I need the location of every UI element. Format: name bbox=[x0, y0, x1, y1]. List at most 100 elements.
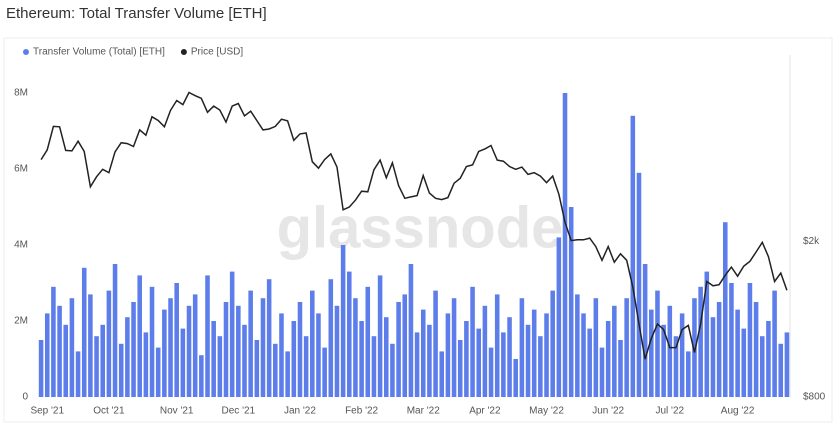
bar bbox=[273, 343, 278, 397]
bar bbox=[661, 324, 666, 397]
bar bbox=[716, 302, 722, 397]
bar bbox=[722, 222, 728, 397]
bar bbox=[199, 355, 204, 397]
bar bbox=[75, 351, 81, 397]
bar bbox=[266, 279, 272, 397]
bar bbox=[587, 328, 592, 397]
bar bbox=[81, 267, 87, 397]
bar bbox=[88, 294, 93, 397]
bar bbox=[655, 290, 660, 397]
bar bbox=[457, 340, 463, 397]
bar bbox=[544, 313, 549, 397]
y2-tick-label: $2k bbox=[803, 236, 820, 247]
bar bbox=[562, 93, 568, 397]
bar bbox=[704, 271, 710, 397]
bar bbox=[784, 332, 790, 397]
bar bbox=[174, 283, 179, 397]
bar bbox=[118, 343, 124, 397]
bar bbox=[149, 286, 155, 397]
bar bbox=[464, 321, 469, 397]
bar bbox=[303, 336, 309, 397]
bar bbox=[741, 328, 747, 397]
bar bbox=[328, 279, 334, 397]
bar bbox=[223, 302, 229, 397]
bar bbox=[285, 351, 290, 397]
x-tick-label: Jun '22 bbox=[592, 406, 624, 417]
x-tick-label: Oct '21 bbox=[93, 406, 125, 417]
x-tick-label: Mar '22 bbox=[407, 406, 440, 417]
bar bbox=[377, 275, 383, 397]
bar bbox=[112, 264, 118, 397]
bar bbox=[556, 237, 562, 397]
bar bbox=[525, 324, 531, 397]
bar bbox=[94, 336, 99, 397]
legend-label: Price [USD] bbox=[191, 47, 243, 58]
bar bbox=[445, 313, 451, 397]
legend-label: Transfer Volume (Total) [ETH] bbox=[33, 47, 165, 58]
bar bbox=[44, 313, 50, 397]
bar bbox=[476, 328, 482, 397]
bar bbox=[211, 321, 216, 397]
x-tick-label: May '22 bbox=[529, 406, 564, 417]
bar bbox=[630, 115, 636, 398]
bar bbox=[686, 351, 691, 397]
bar bbox=[414, 332, 420, 397]
y-tick-label: 8M bbox=[14, 88, 28, 99]
bar bbox=[260, 298, 266, 397]
legend-marker bbox=[180, 49, 187, 55]
bar bbox=[451, 298, 457, 397]
x-tick-label: Jan '22 bbox=[284, 406, 316, 417]
bar bbox=[612, 305, 617, 397]
bar bbox=[778, 343, 784, 397]
bar bbox=[482, 305, 488, 397]
bar bbox=[507, 317, 512, 397]
x-tick-label: Dec '21 bbox=[222, 406, 256, 417]
bar bbox=[433, 290, 438, 397]
bar bbox=[427, 324, 432, 397]
bar bbox=[568, 207, 574, 397]
bar bbox=[538, 336, 543, 397]
bar bbox=[143, 332, 149, 397]
bar bbox=[106, 290, 112, 397]
bar bbox=[593, 298, 599, 397]
bar bbox=[470, 286, 475, 397]
x-tick-label: Feb '22 bbox=[345, 406, 378, 417]
bar bbox=[396, 302, 401, 397]
y-tick-label: 2M bbox=[14, 316, 28, 327]
bar bbox=[766, 321, 771, 397]
bar bbox=[408, 264, 414, 397]
bar bbox=[599, 347, 605, 397]
bar bbox=[38, 340, 44, 397]
legend-marker bbox=[23, 49, 29, 55]
bar bbox=[494, 294, 500, 397]
bar bbox=[137, 275, 142, 397]
bar bbox=[618, 340, 623, 397]
bar bbox=[402, 294, 408, 397]
bar bbox=[322, 347, 327, 397]
bar bbox=[310, 290, 315, 397]
bar bbox=[217, 336, 223, 397]
bar bbox=[649, 309, 654, 397]
bar bbox=[291, 321, 297, 397]
bar bbox=[57, 305, 62, 397]
bar bbox=[254, 340, 260, 397]
bar bbox=[759, 336, 765, 397]
bar bbox=[316, 313, 321, 397]
bar bbox=[729, 283, 734, 397]
y-tick-label: 6M bbox=[14, 164, 28, 175]
bar bbox=[51, 286, 56, 397]
bar bbox=[605, 321, 611, 397]
bar bbox=[205, 275, 210, 397]
y2-tick-label: $800 bbox=[803, 392, 826, 403]
bar bbox=[550, 290, 555, 397]
bar bbox=[131, 302, 136, 397]
x-tick-label: Apr '22 bbox=[469, 406, 501, 417]
x-tick-label: Nov '21 bbox=[160, 406, 194, 417]
y-tick-label: 0 bbox=[22, 392, 28, 403]
bar bbox=[519, 298, 525, 397]
chart-title: Ethereum: Total Transfer Volume [ETH] bbox=[6, 5, 267, 22]
bar bbox=[624, 298, 629, 397]
bar bbox=[581, 313, 586, 397]
bar bbox=[297, 302, 303, 397]
